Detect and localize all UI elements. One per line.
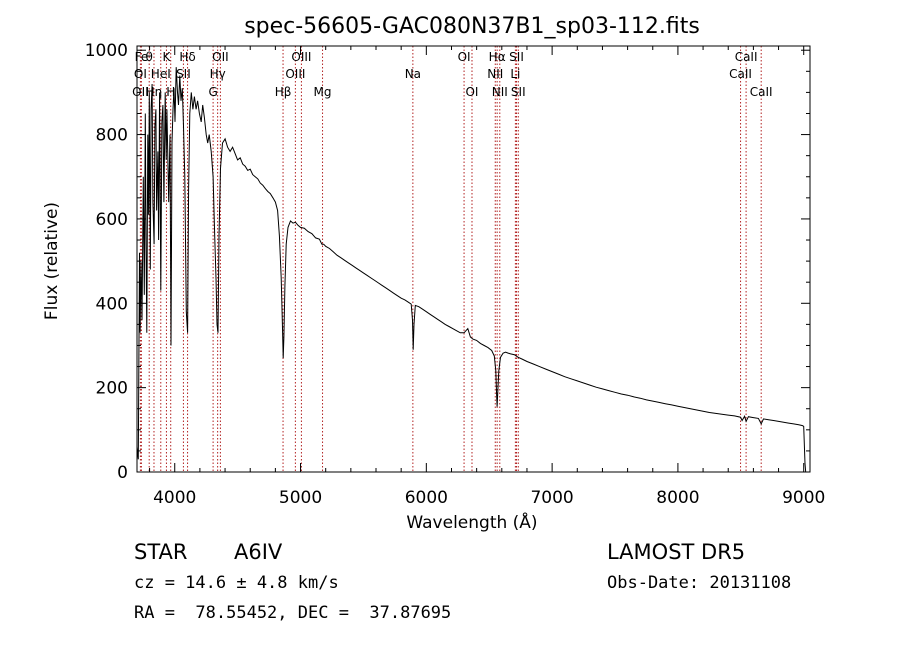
spectral-line-label: Li bbox=[510, 67, 520, 81]
spectral-line-label: NII bbox=[492, 85, 508, 99]
spectral-line-label: NII bbox=[487, 67, 503, 81]
spectral-line-label: HeI bbox=[151, 67, 171, 81]
x-tick-label: 6000 bbox=[405, 488, 448, 508]
chart-title: spec-56605-GAC080N37B1_sp03-112.fits bbox=[244, 14, 700, 39]
spectral-line-label: θ bbox=[146, 50, 153, 64]
spectral-line-label: OII bbox=[212, 50, 229, 64]
spectral-line-label: Hα bbox=[489, 50, 506, 64]
spectral-line-label: OIII bbox=[291, 50, 311, 64]
y-tick-label: 0 bbox=[117, 463, 128, 483]
spectral-line-label: OI bbox=[134, 67, 147, 81]
ra-dec-coordinates: RA = 78.55452, DEC = 37.87695 bbox=[134, 603, 452, 623]
spectral-line-label: OI bbox=[458, 50, 471, 64]
x-tick-label: 9000 bbox=[782, 488, 825, 508]
observation-date: Obs-Date: 20131108 bbox=[607, 573, 792, 593]
spectral-line-label: Mg bbox=[314, 85, 332, 99]
survey-name: LAMOST DR5 bbox=[607, 540, 746, 564]
spectral-line-label: Hη bbox=[146, 85, 163, 99]
x-tick-label: 8000 bbox=[656, 488, 699, 508]
x-axis: 4000 5000 6000 7000 8000 9000 bbox=[149, 46, 825, 508]
x-axis-label: Wavelength (Å) bbox=[406, 511, 537, 533]
spectral-line-label: K bbox=[162, 50, 171, 64]
object-subclass: A6IV bbox=[234, 540, 283, 564]
y-tick-label: 400 bbox=[96, 294, 128, 314]
x-tick-label: 4000 bbox=[153, 488, 196, 508]
spectral-line-label: Hγ bbox=[210, 67, 226, 81]
spectrum-line bbox=[136, 67, 807, 473]
spectral-line-label: OIII bbox=[285, 67, 305, 81]
spectral-line-label: Hβ bbox=[275, 85, 292, 99]
y-tick-label: 200 bbox=[96, 379, 128, 399]
spectral-line-label: SII bbox=[509, 50, 524, 64]
spectral-line-label: CaII bbox=[735, 50, 758, 64]
spectral-line-markers bbox=[139, 46, 762, 472]
spectral-line-label: Na bbox=[405, 67, 421, 81]
x-tick-label: 7000 bbox=[530, 488, 573, 508]
y-tick-label: 800 bbox=[96, 126, 128, 146]
y-tick-label: 600 bbox=[96, 210, 128, 230]
spectral-line-label: G bbox=[208, 85, 217, 99]
spectral-line-label: SII bbox=[511, 85, 526, 99]
spectral-line-label: SII bbox=[176, 67, 191, 81]
spectral-line-label: Fe bbox=[135, 50, 149, 64]
y-axis: 0 200 400 600 800 1000 bbox=[85, 41, 810, 483]
spectral-line-label: CaII bbox=[729, 67, 752, 81]
spectral-line-label: H bbox=[166, 85, 175, 99]
spectral-line-label: CaII bbox=[750, 85, 773, 99]
redshift-velocity: cz = 14.6 ± 4.8 km/s bbox=[134, 573, 339, 593]
plot-frame bbox=[136, 45, 811, 473]
spectral-line-label: Hδ bbox=[179, 50, 195, 64]
object-class: STAR bbox=[134, 540, 188, 564]
y-axis-label: Flux (relative) bbox=[42, 202, 62, 320]
spectral-line-label: OI bbox=[465, 85, 478, 99]
y-tick-label: 1000 bbox=[85, 41, 128, 61]
x-tick-label: 5000 bbox=[279, 488, 322, 508]
